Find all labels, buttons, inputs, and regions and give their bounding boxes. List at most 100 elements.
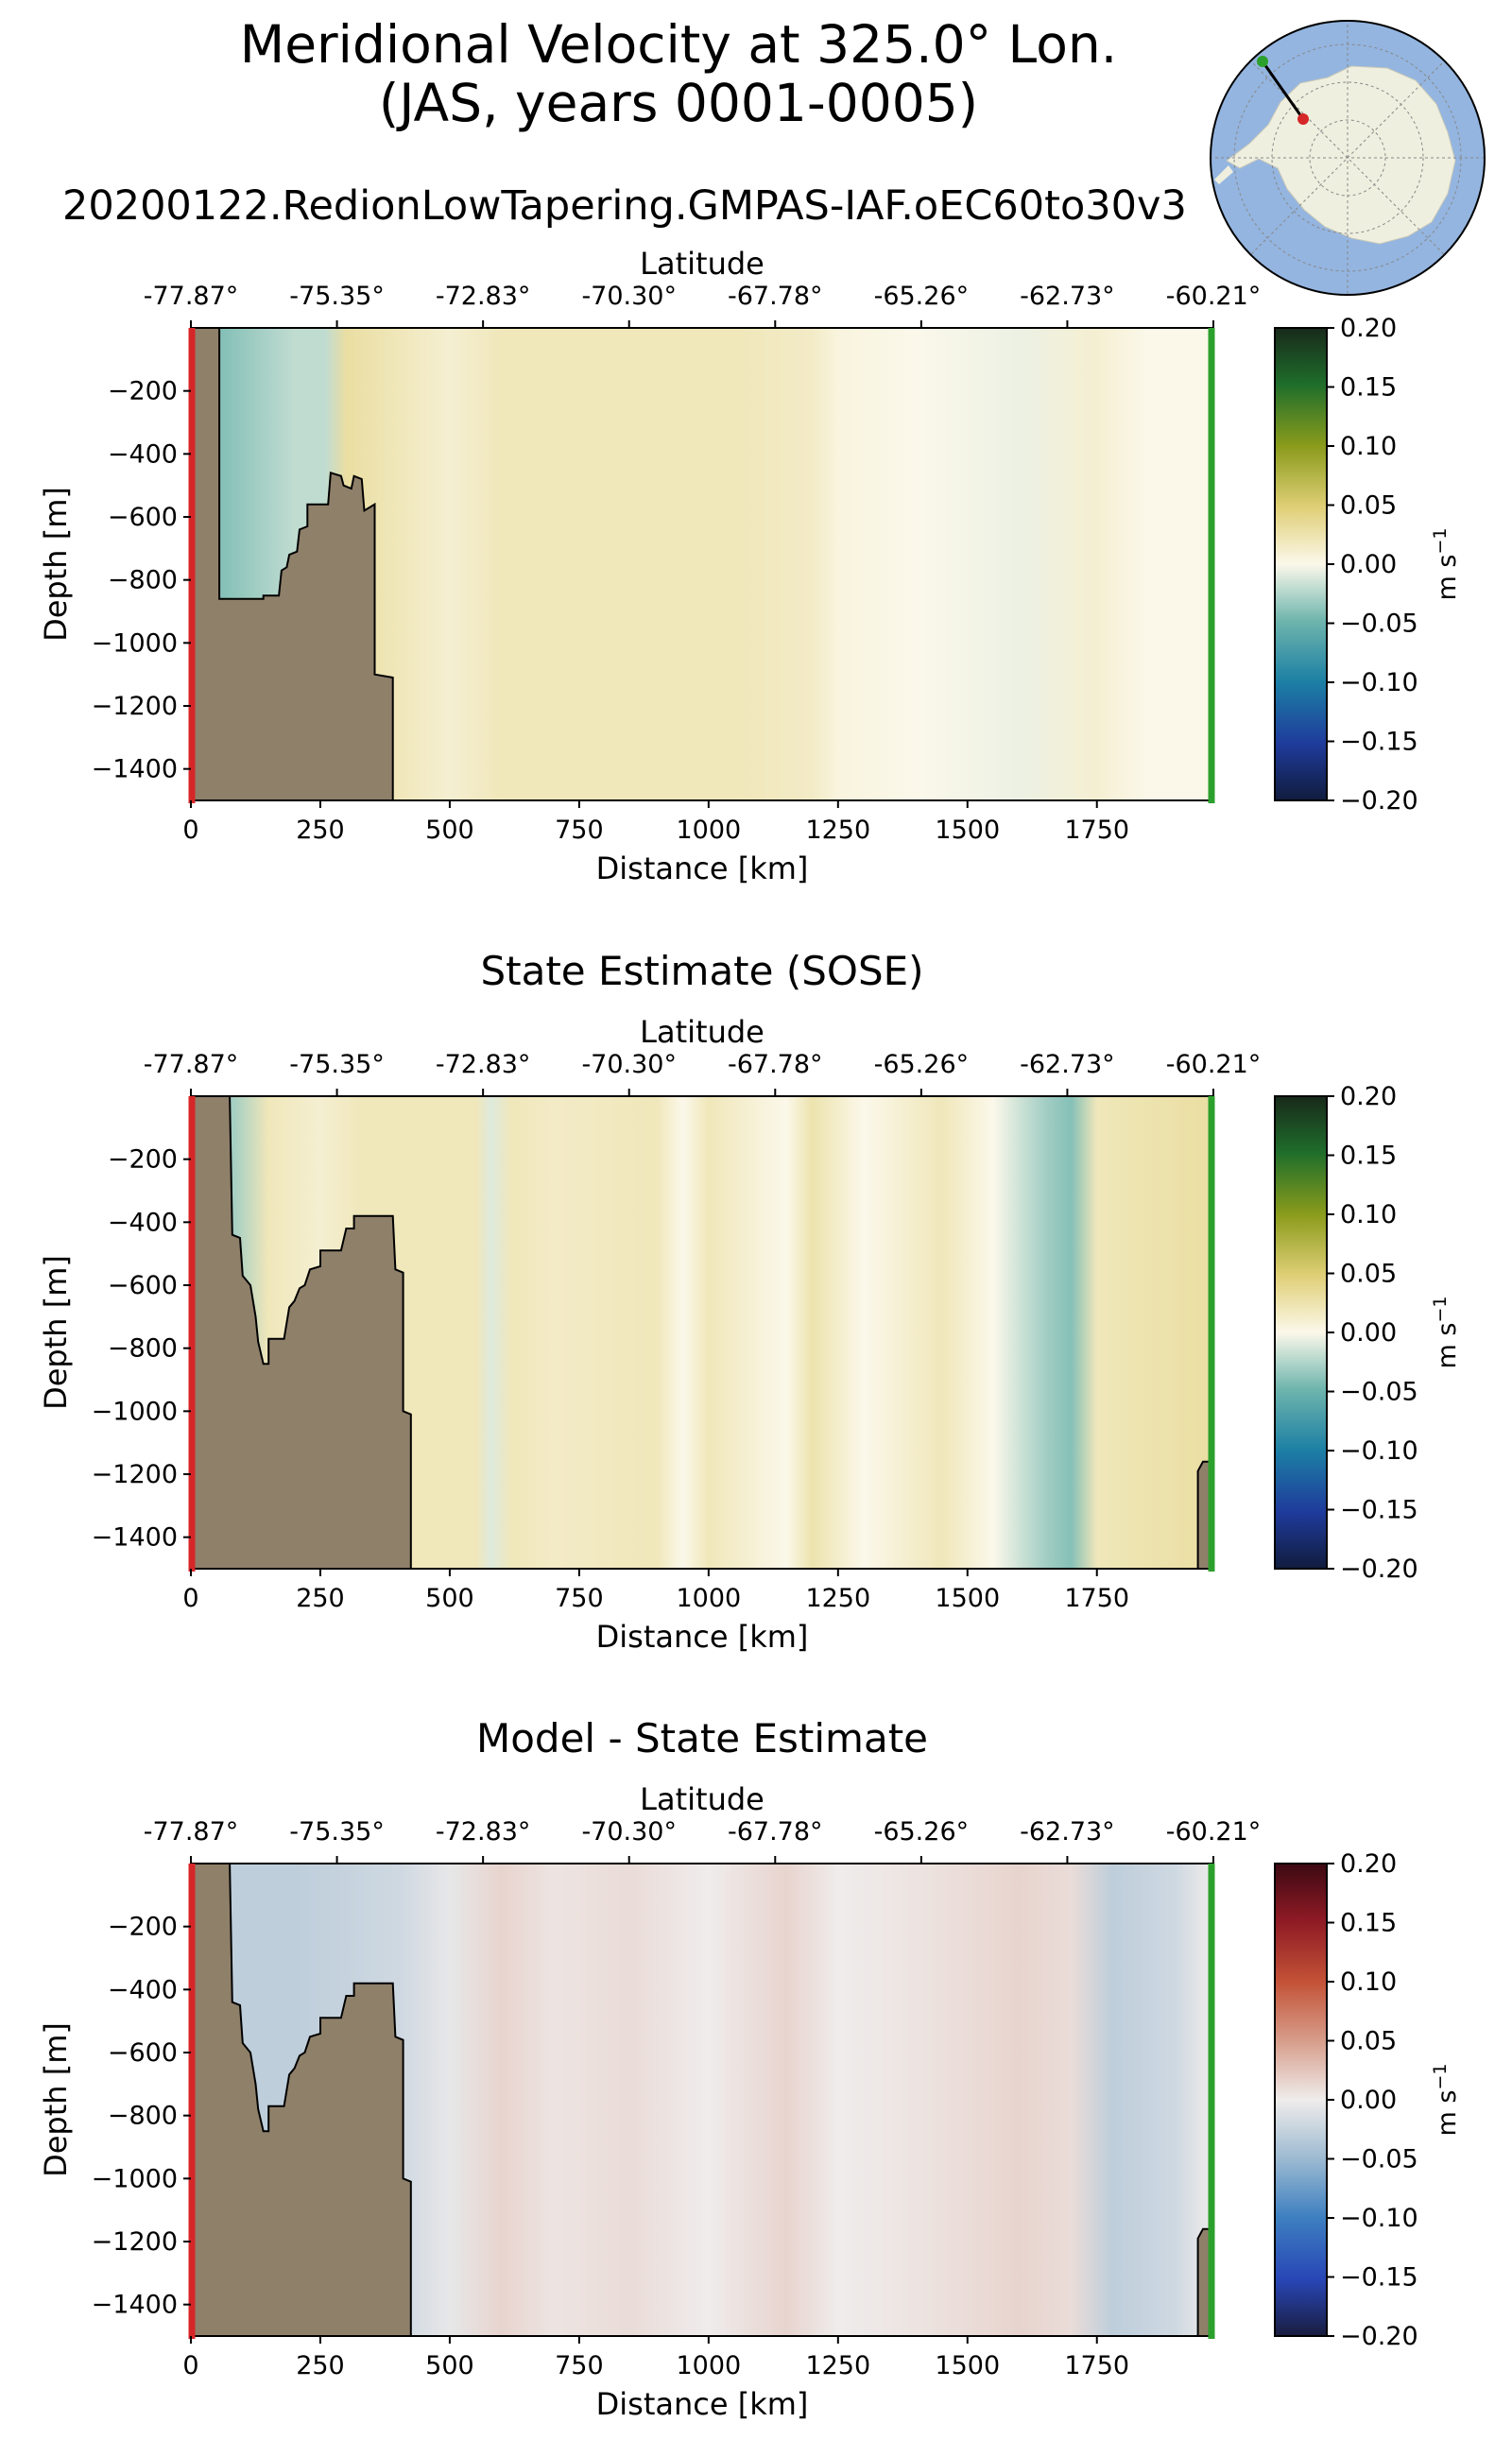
chart-panel-3: Model - State Estimate 0 250 500 750 1000 1250… [38,1715,1462,2422]
colorbar-tick-label: −0.05 [1340,1378,1418,1407]
colorbar-tick-label: −0.20 [1340,2322,1418,2351]
colorbar-tick-label: −0.10 [1340,668,1418,697]
top-tick-label: -70.30° [581,282,677,311]
colorbar-label: m s−1 [1430,528,1462,601]
y-tick-label: −1200 [92,692,178,721]
colorbar-label-exponent: −1 [1430,528,1451,555]
colorbar-tick-label: 0.20 [1340,1849,1397,1879]
colorbar-label: m s−1 [1430,2064,1462,2137]
colorbar [1274,327,1328,801]
top-tick-label: -70.30° [581,1050,677,1079]
x-tick-label: 1500 [935,1584,1000,1613]
colorbar-label-exponent: −1 [1430,1297,1451,1323]
colorbar-label: m s−1 [1430,1297,1462,1369]
y-tick-label: −200 [108,1145,178,1175]
chart-panel-2: State Estimate (SOSE) 0 250 500 750 1000 1250 1… [38,948,1462,1655]
x-tick-label: 500 [425,2351,474,2380]
colorbar-tick-label: −0.10 [1340,1436,1418,1466]
top-tick-label: -77.87° [144,1050,239,1079]
colorbar-tick-label: −0.05 [1340,610,1418,639]
top-tick-label: -62.73° [1020,282,1115,311]
x-tick-label: 750 [555,2351,604,2380]
y-tick-label: −800 [108,566,178,595]
colorbar-tick-label: 0.10 [1340,1967,1397,1997]
bathymetry-left [190,327,394,801]
colorbar-tick-label: −0.10 [1340,2204,1418,2233]
x-tick-label: 1000 [676,1584,741,1613]
colorbar-tick-label: 0.05 [1340,1260,1397,1289]
y-tick-label: −600 [108,2038,178,2068]
colorbar-tick-label: 0.20 [1340,314,1397,343]
top-tick-label: -65.26° [874,1050,970,1079]
bathymetry-left [190,1095,412,1570]
x-tick-label: 1000 [676,2351,741,2380]
top-axis-label: Latitude [640,246,765,282]
x-tick-label: 1750 [1064,2351,1129,2380]
y-axis-label: Depth [m] [38,2022,74,2177]
top-tick-label: -65.26° [874,282,970,311]
x-tick-label: 0 [182,816,198,845]
colorbar-tick-label: 0.05 [1340,491,1397,521]
x-tick-label: 1500 [935,2351,1000,2380]
x-tick-label: 1250 [805,816,870,845]
colorbar-tick-label: −0.20 [1340,786,1418,816]
colorbar-tick-label: −0.20 [1340,1555,1418,1584]
top-tick-label: -70.30° [581,1817,677,1847]
top-tick-label: -72.83° [436,1817,531,1847]
top-tick-label: -75.35° [289,1817,385,1847]
y-tick-label: −1000 [92,1397,178,1426]
bathymetry-left [190,1863,412,2337]
y-tick-label: −600 [108,1271,178,1300]
x-axis-label: Distance [km] [596,1619,809,1655]
colorbar-tick-label: 0.15 [1340,373,1397,403]
y-tick-label: −200 [108,1913,178,1942]
x-tick-label: 250 [296,1584,345,1613]
y-tick-label: −400 [108,439,178,469]
top-tick-label: -60.21° [1166,1817,1262,1847]
colorbar-label-exponent: −1 [1430,2064,1451,2090]
x-tick-label: 500 [425,816,474,845]
panel-title: State Estimate (SOSE) [480,948,923,994]
y-tick-label: −600 [108,503,178,532]
y-tick-label: −200 [108,377,178,406]
x-tick-label: 1500 [935,816,1000,845]
antarctica-polar-map-icon [1210,20,1486,296]
top-tick-label: -72.83° [436,1050,531,1079]
y-axis-label: Depth [m] [38,1255,74,1410]
top-tick-label: -67.78° [728,1817,823,1847]
top-tick-label: -77.87° [144,1817,239,1847]
colorbar-tick-label: 0.00 [1340,550,1397,579]
figure-title-line2: (JAS, years 0001-0005) [379,73,978,133]
colorbar-tick-label: 0.15 [1340,1909,1397,1938]
top-tick-label: -72.83° [436,282,531,311]
x-axis-label: Distance [km] [596,850,809,886]
x-tick-label: 500 [425,1584,474,1613]
panel-title: Model - State Estimate [476,1715,928,1761]
colorbar-tick-label: 0.00 [1340,1318,1397,1348]
y-tick-label: −1000 [92,2164,178,2193]
x-axis-label: Distance [km] [596,2386,809,2422]
colorbar-tick-label: −0.15 [1340,728,1418,757]
colorbar-tick-label: 0.15 [1340,1142,1397,1171]
top-tick-label: -60.21° [1166,1050,1262,1079]
x-tick-label: 1750 [1064,816,1129,845]
colorbar-tick-label: −0.05 [1340,2145,1418,2174]
colorbar-tick-label: −0.15 [1340,1496,1418,1525]
y-tick-label: −400 [108,1208,178,1237]
top-tick-label: -67.78° [728,1050,823,1079]
y-tick-label: −1000 [92,628,178,658]
y-tick-label: −800 [108,2102,178,2131]
x-tick-label: 1000 [676,816,741,845]
figure-title-line1: Meridional Velocity at 325.0° Lon. [240,14,1117,75]
top-tick-label: -62.73° [1020,1050,1115,1079]
run-name-subtitle: 20200122.RedionLowTapering.GMPAS-IAF.oEC… [62,182,1187,230]
top-tick-label: -65.26° [874,1817,970,1847]
x-tick-label: 0 [182,1584,198,1613]
top-tick-label: -75.35° [289,282,385,311]
colorbar-tick-label: 0.10 [1340,1200,1397,1229]
y-tick-label: −1400 [92,2291,178,2320]
top-axis-label: Latitude [640,1014,765,1050]
y-axis-label: Depth [m] [38,487,74,642]
colorbar-tick-label: 0.00 [1340,2086,1397,2115]
